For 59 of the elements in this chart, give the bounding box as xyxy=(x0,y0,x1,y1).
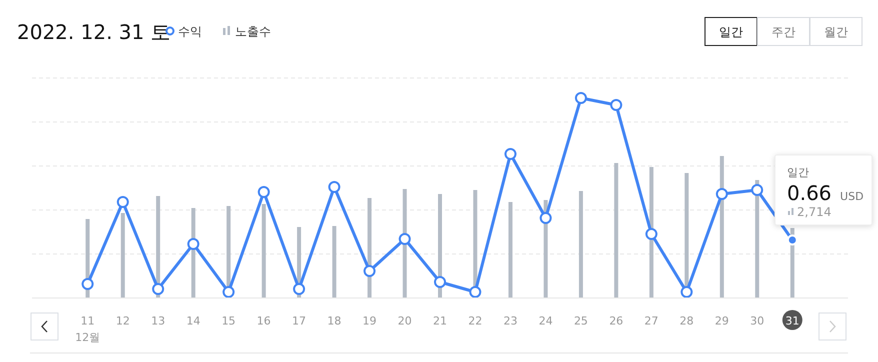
point xyxy=(328,181,340,193)
text: 주간 xyxy=(772,25,796,39)
legend-label: 노출수 xyxy=(235,24,271,38)
point xyxy=(82,278,94,290)
point xyxy=(574,92,587,104)
text: 일간 xyxy=(719,25,743,39)
point xyxy=(610,99,622,111)
x-tick-label: 15 xyxy=(222,314,236,328)
x-tick-label: 24 xyxy=(538,314,553,328)
x-tick-label: 26 xyxy=(609,314,624,328)
x-tick-label: 12 xyxy=(116,314,130,328)
x-tick-label: 23 xyxy=(503,314,518,328)
x-tick-label: 16 xyxy=(256,314,271,328)
point xyxy=(293,283,306,295)
point xyxy=(222,286,235,298)
x-tick-label: 14 xyxy=(186,314,200,328)
x-tick-label: 22 xyxy=(468,314,482,328)
point xyxy=(364,265,376,277)
point xyxy=(116,196,129,208)
point xyxy=(258,186,270,198)
text: 12월 xyxy=(75,331,100,344)
annotation: 2,714 xyxy=(797,205,832,219)
point xyxy=(680,286,693,298)
x-tick-label: 27 xyxy=(644,314,658,328)
point xyxy=(434,276,446,288)
point xyxy=(398,233,411,245)
x-tick-label: 18 xyxy=(327,314,342,328)
point xyxy=(751,184,764,196)
x-tick-label: 29 xyxy=(714,314,729,328)
annotation: 0.66 USD xyxy=(787,181,864,205)
point xyxy=(187,238,200,250)
bar xyxy=(578,191,583,298)
text: 월간 xyxy=(824,25,848,39)
point xyxy=(716,188,728,200)
point xyxy=(504,148,516,160)
bar xyxy=(720,156,724,298)
point xyxy=(469,286,482,298)
bar xyxy=(120,213,125,298)
x-tick-label: 17 xyxy=(292,314,306,328)
x-tick-label: 25 xyxy=(574,314,588,328)
chart-title: 2022. 12. 31 토 xyxy=(17,20,171,44)
x-tick-label: 21 xyxy=(433,314,447,328)
legend-label: 수익 xyxy=(178,24,202,38)
bar xyxy=(614,163,618,298)
x-tick-label: 13 xyxy=(151,314,166,328)
x-tick-label: 30 xyxy=(750,314,764,328)
bar xyxy=(508,202,512,298)
point xyxy=(645,228,658,240)
point xyxy=(152,283,164,295)
x-tick-label: 20 xyxy=(398,314,412,328)
bar xyxy=(332,226,336,298)
x-tick-label: 19 xyxy=(362,314,377,328)
x-tick-label: 31 xyxy=(785,314,800,328)
annotation: 일간 xyxy=(787,166,809,179)
bar xyxy=(262,204,266,298)
x-tick-label: 28 xyxy=(680,314,694,328)
x-tick-label: 11 xyxy=(80,314,95,328)
point xyxy=(540,212,552,224)
bar xyxy=(755,180,760,298)
